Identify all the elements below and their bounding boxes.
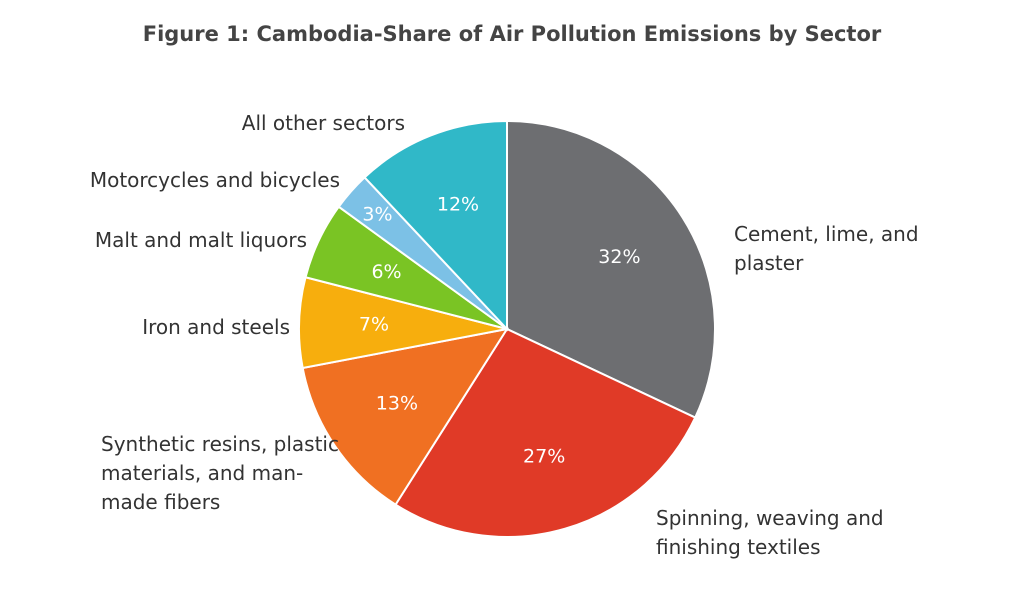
category-label: Cement, lime, and plaster	[734, 222, 919, 275]
category-label: Spinning, weaving and finishing textiles	[656, 506, 884, 559]
slice-label: 27%	[523, 445, 565, 467]
slice-label: 13%	[376, 392, 418, 414]
category-label: Malt and malt liquors	[94, 228, 307, 252]
slice-label: 7%	[359, 313, 389, 335]
category-label: All other sectors	[241, 111, 405, 135]
slice-label: 6%	[371, 261, 401, 283]
slice-label: 32%	[598, 246, 640, 268]
slice-label: 3%	[362, 203, 392, 225]
pie-slice	[394, 327, 697, 538]
pie-slice	[506, 119, 716, 419]
pie-slice	[363, 119, 508, 332]
pie-slice	[301, 327, 510, 507]
category-label: Motorcycles and bicycles	[89, 168, 340, 192]
category-label: Iron and steels	[142, 315, 290, 339]
chart-title: Figure 1: Cambodia-Share of Air Pollutio…	[142, 22, 882, 46]
slice-label: 12%	[437, 194, 479, 216]
category-label: Synthetic resins, plastic materials, and…	[101, 432, 339, 514]
